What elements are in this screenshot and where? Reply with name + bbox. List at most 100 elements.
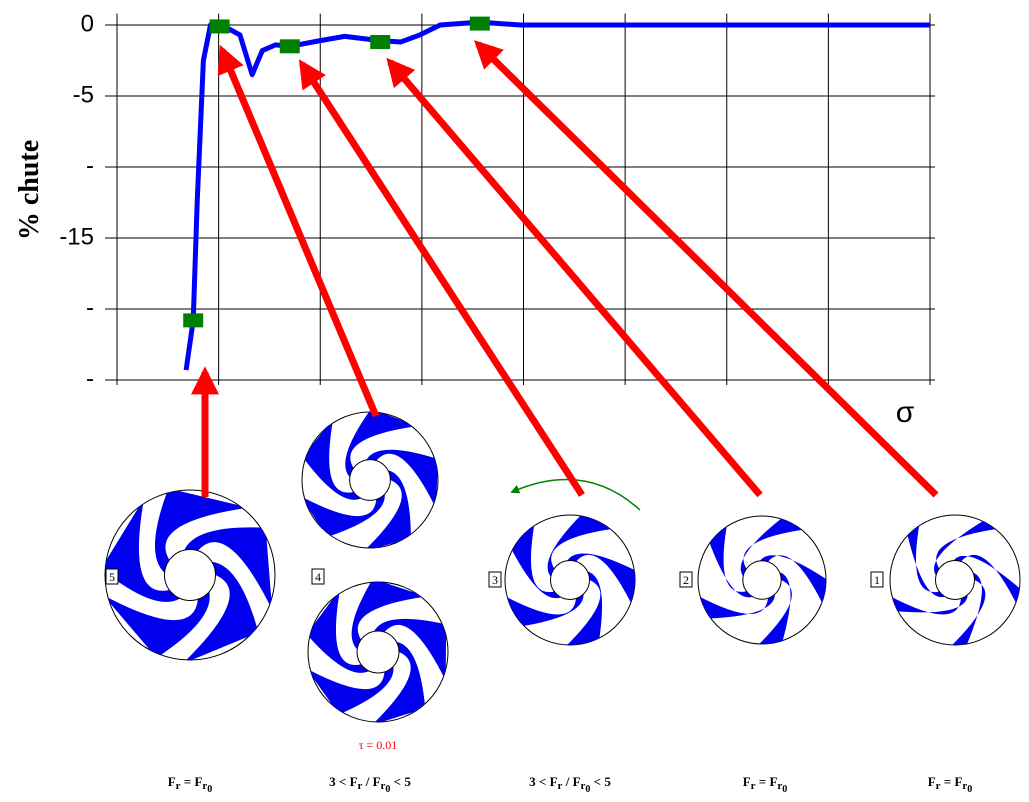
formula-text: / bbox=[362, 774, 372, 789]
hub bbox=[935, 560, 975, 600]
impeller bbox=[889, 514, 1021, 646]
formula-text: F bbox=[350, 774, 358, 789]
formula: 3 < Fr / Fr0 < 5 bbox=[329, 774, 411, 795]
arrow bbox=[386, 57, 763, 498]
formula-subsub: 0 bbox=[967, 784, 972, 795]
formula-text: F bbox=[373, 774, 381, 789]
formula-text: F bbox=[769, 774, 777, 789]
impeller bbox=[307, 581, 449, 723]
marker bbox=[183, 313, 204, 328]
number-box bbox=[679, 571, 693, 588]
blade bbox=[308, 588, 370, 673]
blade bbox=[363, 470, 411, 548]
impeller-number: 1 bbox=[874, 573, 880, 587]
blades bbox=[302, 412, 438, 548]
y-tick-label: - bbox=[86, 294, 94, 321]
hub bbox=[550, 560, 590, 600]
blade bbox=[345, 412, 417, 478]
arrow bbox=[217, 44, 380, 418]
blade bbox=[105, 498, 181, 602]
blade bbox=[302, 494, 385, 538]
blade bbox=[698, 594, 775, 619]
blade bbox=[308, 666, 394, 715]
blade bbox=[564, 571, 603, 645]
formula-text: F bbox=[550, 774, 558, 789]
number-box bbox=[870, 571, 884, 588]
grid: 0 -5 - -15 - - bbox=[59, 10, 935, 392]
impeller bbox=[104, 489, 276, 661]
hub bbox=[356, 630, 400, 674]
y-tick-label: - bbox=[86, 152, 94, 179]
y-tick-label: - bbox=[86, 365, 94, 392]
formula-sub: r bbox=[202, 780, 207, 792]
marker bbox=[370, 35, 391, 50]
marker bbox=[279, 39, 300, 54]
formula-text: < 5 bbox=[590, 774, 611, 789]
formula: Fr = Fr0 bbox=[743, 774, 788, 795]
impeller bbox=[504, 514, 636, 646]
blade bbox=[373, 618, 447, 681]
blade bbox=[371, 641, 426, 722]
line bbox=[183, 19, 930, 371]
formula-text: F bbox=[194, 774, 202, 789]
formula-text: = bbox=[181, 774, 195, 789]
hub bbox=[349, 459, 391, 501]
formula-text: = bbox=[941, 774, 955, 789]
formula-text: F bbox=[168, 774, 176, 789]
x-axis-label: σ bbox=[896, 396, 915, 429]
formula-text: F bbox=[743, 774, 751, 789]
formula-text: F bbox=[928, 774, 936, 789]
formula: 3 < Fr / Fr0 < 5 bbox=[529, 774, 611, 795]
blade bbox=[759, 555, 826, 607]
blade bbox=[567, 553, 635, 607]
arrow bbox=[474, 40, 939, 498]
formula-subsub: 0 bbox=[585, 784, 590, 795]
impeller-number: 4 bbox=[315, 570, 321, 584]
formula-sub: r bbox=[381, 780, 386, 792]
formula-sub: r bbox=[751, 780, 756, 792]
marker bbox=[209, 19, 230, 34]
blade bbox=[155, 490, 249, 573]
blade bbox=[184, 527, 273, 610]
blade bbox=[949, 572, 986, 645]
formula-text: F bbox=[954, 774, 962, 789]
blade bbox=[510, 521, 561, 599]
plot bbox=[183, 16, 930, 371]
formula-text: 3 < bbox=[329, 774, 349, 789]
impeller-number: 5 bbox=[109, 570, 115, 584]
formula-sub: r bbox=[581, 780, 586, 792]
impeller bbox=[301, 411, 439, 549]
blade bbox=[756, 572, 792, 644]
blade bbox=[182, 561, 259, 660]
formula-sub: r bbox=[176, 780, 181, 792]
blade bbox=[351, 582, 427, 650]
blade bbox=[890, 594, 968, 615]
formula: Fr = Fr0 bbox=[168, 774, 213, 795]
impeller bbox=[697, 515, 827, 645]
number-box bbox=[105, 568, 119, 585]
number-box bbox=[488, 571, 502, 588]
formula: Fr = Fr0 bbox=[928, 774, 973, 795]
blade bbox=[740, 516, 807, 577]
blade bbox=[366, 449, 438, 508]
formula-text: F bbox=[573, 774, 581, 789]
blades bbox=[505, 515, 635, 645]
hub bbox=[164, 549, 216, 601]
formula-sub: r bbox=[962, 780, 967, 792]
y-tick-label: -15 bbox=[59, 223, 94, 250]
blades bbox=[105, 490, 273, 660]
formula-sub: r bbox=[777, 780, 782, 792]
blade bbox=[505, 594, 584, 627]
formula-subsub: 0 bbox=[207, 784, 212, 795]
y-axis-label: % chute bbox=[14, 140, 45, 240]
note: τ = 0.01 bbox=[359, 738, 398, 752]
formula-text: < 5 bbox=[390, 774, 411, 789]
blade bbox=[953, 554, 1020, 607]
formula-text: / bbox=[562, 774, 572, 789]
formula-text: = bbox=[756, 774, 770, 789]
blade bbox=[906, 521, 945, 598]
y-tick-label: -5 bbox=[73, 81, 94, 108]
arrow bbox=[298, 59, 585, 497]
hub bbox=[742, 560, 782, 600]
